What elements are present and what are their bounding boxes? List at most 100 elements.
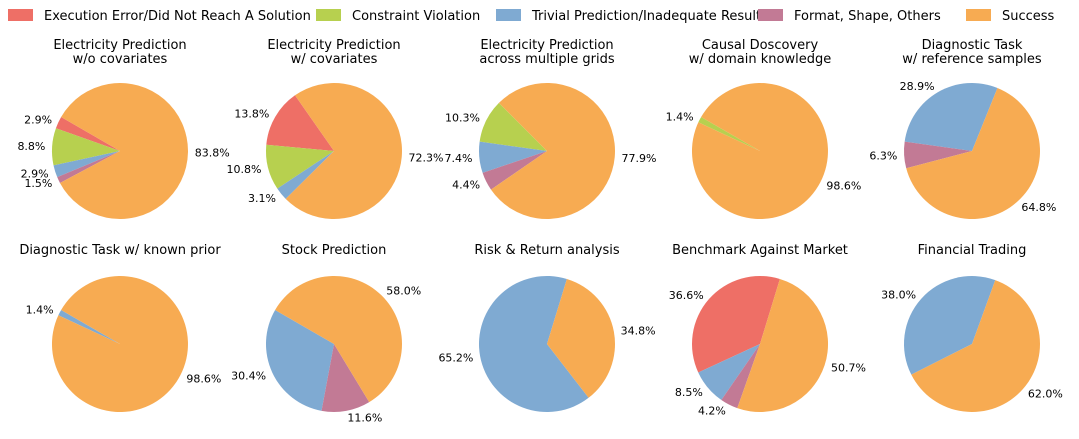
pie-slice-success — [275, 275, 403, 403]
pie-label-success: 34.8% — [621, 325, 656, 338]
pie-label-success: 62.0% — [1028, 388, 1063, 401]
chart-title: w/ domain knowledge — [689, 52, 831, 67]
pie-slice-error — [55, 117, 120, 151]
pie-slice-constraint — [479, 102, 547, 151]
pie-label-success: 64.8% — [1021, 201, 1056, 214]
pie-slice-trivial — [698, 344, 760, 400]
pie-label-success: 98.6% — [186, 373, 221, 386]
pie-slice-trivial — [904, 83, 998, 151]
legend-label-trivial: Trivial Prediction/Inadequate Result — [531, 9, 761, 24]
legend-label-constraint: Constraint Violation — [352, 9, 480, 24]
pie-slice-format — [57, 151, 120, 183]
pie-slice-constraint — [698, 117, 760, 151]
pie-label-format: 4.2% — [698, 405, 726, 418]
pie-slice-constraint — [265, 144, 334, 189]
legend-swatch-constraint — [316, 9, 341, 21]
pie-slice-trivial — [58, 310, 120, 344]
pie-label-format: 6.3% — [869, 149, 897, 162]
pie-slice-format — [904, 141, 972, 169]
pie-label-constraint: 1.4% — [666, 111, 694, 124]
pie-label-error: 13.8% — [234, 107, 269, 120]
pie-slice-success — [691, 83, 828, 220]
chart-title: w/o covariates — [73, 52, 168, 67]
pie-slice-trivial — [53, 151, 120, 178]
pie-chart-stock-prediction: Stock Prediction 30.4% 11.6% 58.0% — [231, 243, 421, 425]
pie-chart-diagnostic-task-w-known-prior: Diagnostic Task w/ known prior 1.4% 98.6% — [19, 243, 221, 413]
pie-label-constraint: 10.3% — [445, 112, 480, 125]
pie-label-success: 72.3% — [409, 152, 444, 165]
pie-label-success: 50.7% — [831, 361, 866, 374]
chart-title: w/ covariates — [291, 52, 378, 67]
pie-label-trivial: 2.9% — [21, 167, 49, 180]
pie-label-format: 1.5% — [24, 177, 52, 190]
pie-slice-error — [691, 275, 780, 373]
legend-label-error: Execution Error/Did Not Reach A Solution — [44, 9, 311, 24]
pie-slice-format — [321, 344, 370, 413]
legend-item-constraint: Constraint Violation — [316, 9, 480, 24]
pie-label-trivial: 28.9% — [900, 80, 935, 93]
pie-slice-success — [547, 278, 616, 398]
chart-title: Financial Trading — [918, 243, 1027, 258]
chart-title: w/ reference samples — [902, 52, 1042, 67]
pie-chart-benchmark-against-market: Benchmark Against Market 36.6% 8.5% 4.2% 50.… — [669, 243, 866, 418]
chart-title: across multiple grids — [479, 52, 614, 67]
chart-title: Stock Prediction — [282, 243, 387, 258]
legend: Execution Error/Did Not Reach A Solution… — [8, 9, 1055, 24]
pie-slice-trivial — [277, 151, 334, 199]
pie-label-trivial: 1.4% — [26, 304, 54, 317]
chart-title: Causal Doscovery — [702, 38, 819, 53]
pie-label-format: 4.4% — [452, 179, 480, 192]
pie-label-constraint: 10.8% — [227, 163, 262, 176]
pie-slice-trivial — [265, 310, 334, 411]
legend-item-success: Success — [966, 9, 1055, 24]
pie-slice-error — [266, 95, 334, 151]
pie-slice-success — [51, 276, 188, 413]
pie-slice-success — [737, 278, 829, 413]
pie-label-trivial: 38.0% — [881, 288, 916, 301]
pie-label-trivial: 3.1% — [248, 192, 276, 205]
legend-swatch-error — [8, 9, 33, 21]
pie-slice-trivial — [479, 275, 589, 412]
pie-slice-trivial — [479, 141, 547, 173]
pie-slice-success — [491, 83, 616, 220]
pie-slice-format — [721, 344, 760, 409]
legend-label-format: Format, Shape, Others — [794, 9, 941, 24]
legend-swatch-trivial — [496, 9, 521, 21]
chart-title: Electricity Prediction — [267, 38, 400, 53]
chart-title: Diagnostic Task w/ known prior — [19, 243, 221, 258]
legend-swatch-success — [966, 9, 991, 21]
pie-slice-success — [906, 87, 1040, 219]
pie-label-format: 11.6% — [347, 412, 382, 425]
pie-slice-format — [482, 151, 547, 190]
pie-chart-financial-trading: Financial Trading 38.0% 62.0% — [881, 243, 1063, 412]
pie-slice-success — [59, 82, 189, 219]
pie-chart-risk-return-analysis: Risk & Return analysis 65.2% 34.8% — [438, 243, 656, 412]
pie-slice-trivial — [903, 275, 996, 375]
pie-label-error: 36.6% — [669, 289, 704, 302]
legend-item-error: Execution Error/Did Not Reach A Solution — [8, 9, 311, 24]
chart-title: Diagnostic Task — [922, 38, 1023, 53]
pie-slice-constraint — [52, 128, 120, 166]
chart-title: Electricity Prediction — [53, 38, 186, 53]
legend-swatch-format — [758, 9, 783, 21]
pie-label-error: 2.9% — [24, 114, 52, 127]
legend-item-format: Format, Shape, Others — [758, 9, 941, 24]
chart-title: Electricity Prediction — [480, 38, 613, 53]
pie-slice-success — [285, 83, 402, 220]
pie-label-success: 77.9% — [622, 152, 657, 165]
pie-label-trivial: 30.4% — [231, 369, 266, 382]
pie-slice-success — [911, 280, 1040, 412]
chart-title: Benchmark Against Market — [672, 243, 848, 258]
pie-label-success: 58.0% — [386, 285, 421, 298]
pie-label-constraint: 8.8% — [17, 140, 45, 153]
chart-title: Risk & Return analysis — [474, 243, 619, 258]
pie-label-success: 83.8% — [195, 146, 230, 159]
